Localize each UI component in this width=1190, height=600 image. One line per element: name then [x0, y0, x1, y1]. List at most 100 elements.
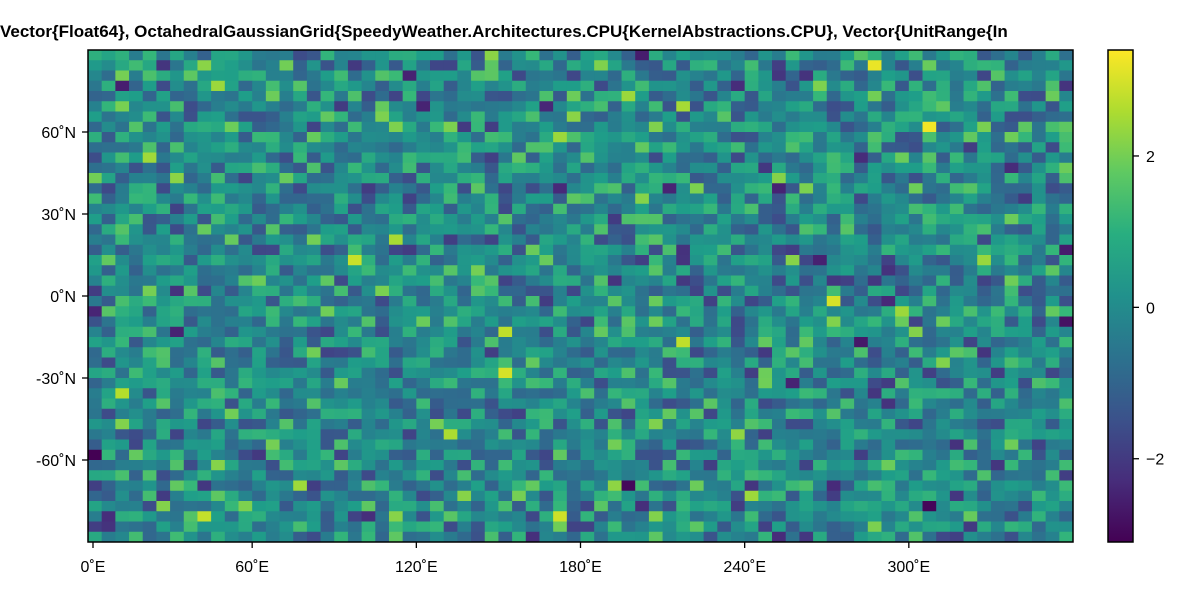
heatmap-cell — [443, 60, 458, 71]
heatmap-cell — [471, 285, 486, 297]
heatmap-cell — [1004, 224, 1019, 235]
heatmap-cell — [867, 183, 882, 194]
heatmap-cell — [1018, 521, 1033, 533]
heatmap-cell — [1031, 203, 1047, 215]
heatmap-cell — [717, 480, 732, 492]
heatmap-cell — [881, 255, 896, 266]
heatmap-cell — [539, 60, 554, 71]
heatmap-cell — [922, 531, 937, 543]
heatmap-cell — [88, 337, 103, 348]
heatmap-cell — [539, 511, 554, 522]
heatmap-cell — [347, 326, 363, 338]
heatmap-cell — [361, 173, 376, 184]
heatmap-cell — [717, 326, 732, 338]
heatmap-cell — [854, 429, 869, 440]
heatmap-cell — [1045, 285, 1060, 297]
heatmap-cell — [594, 50, 609, 61]
heatmap-cell — [170, 101, 185, 112]
heatmap-cell — [388, 511, 404, 522]
heatmap-cell — [457, 183, 472, 194]
heatmap-cell — [1031, 347, 1047, 358]
heatmap-cell — [977, 408, 992, 420]
heatmap-cell — [908, 439, 924, 451]
heatmap-cell — [758, 367, 773, 379]
heatmap-cell — [703, 234, 718, 246]
heatmap-cell — [553, 378, 568, 389]
heatmap-cell — [1045, 111, 1060, 123]
heatmap-cell — [156, 501, 171, 512]
heatmap-cell — [553, 449, 568, 461]
heatmap-cell — [265, 70, 281, 82]
heatmap-cell — [881, 511, 896, 522]
heatmap-cell — [676, 357, 691, 369]
heatmap-cell — [115, 449, 130, 461]
heatmap-cell — [580, 70, 595, 82]
heatmap-cell — [840, 388, 855, 399]
heatmap-cell — [553, 224, 568, 235]
heatmap-cell — [854, 439, 869, 451]
heatmap-cell — [635, 132, 650, 143]
heatmap-cell — [826, 91, 841, 102]
heatmap-cell — [347, 91, 363, 102]
heatmap-cell — [484, 234, 499, 246]
heatmap-cell — [607, 132, 623, 143]
heatmap-cell — [457, 193, 472, 205]
heatmap-cell — [703, 183, 718, 194]
heatmap-cell — [990, 132, 1006, 143]
heatmap-cell — [361, 378, 376, 389]
heatmap-cell — [265, 367, 281, 379]
heatmap-cell — [539, 326, 554, 338]
heatmap-cell — [676, 347, 691, 358]
heatmap-cell — [142, 347, 157, 358]
heatmap-cell — [1045, 193, 1060, 205]
heatmap-cell — [703, 244, 718, 256]
heatmap-cell — [662, 490, 677, 502]
heatmap-cell — [279, 255, 294, 266]
heatmap-cell — [512, 285, 527, 297]
heatmap-cell — [306, 439, 322, 451]
heatmap-cell — [854, 306, 869, 317]
heatmap-cell — [170, 408, 185, 420]
heatmap-cell — [648, 511, 664, 522]
heatmap-cell — [963, 357, 978, 369]
heatmap-cell — [1059, 214, 1074, 225]
heatmap-cell — [211, 275, 226, 287]
heatmap-cell — [963, 521, 978, 533]
heatmap-cell — [895, 183, 910, 194]
heatmap-cell — [279, 70, 294, 82]
heatmap-cell — [813, 265, 828, 276]
colorbar-tick-label: 2 — [1146, 149, 1155, 166]
heatmap-cell — [607, 111, 623, 123]
heatmap-cell — [252, 101, 267, 112]
y-tick-label: 0˚N — [50, 289, 76, 306]
heatmap-cell — [730, 91, 746, 102]
heatmap-cell — [1004, 429, 1019, 440]
heatmap-cell — [895, 173, 910, 184]
heatmap-cell — [908, 173, 924, 184]
heatmap-cell — [799, 347, 814, 358]
heatmap-cell — [375, 408, 390, 420]
heatmap-cell — [224, 152, 239, 164]
heatmap-cell — [566, 234, 581, 246]
heatmap-cell — [525, 306, 540, 317]
heatmap-cell — [840, 275, 855, 287]
heatmap-cell — [867, 398, 882, 410]
heatmap-cell — [990, 439, 1006, 451]
heatmap-cell — [895, 521, 910, 533]
heatmap-cell — [430, 234, 445, 246]
heatmap-cell — [512, 347, 527, 358]
heatmap-cell — [293, 521, 308, 533]
heatmap-cell — [730, 132, 746, 143]
heatmap-cell — [334, 460, 349, 471]
heatmap-cell — [936, 244, 951, 256]
heatmap-cell — [388, 265, 404, 276]
heatmap-cell — [936, 367, 951, 379]
heatmap-cell — [334, 214, 349, 225]
heatmap-cell — [676, 70, 691, 82]
heatmap-cell — [88, 121, 103, 133]
heatmap-cell — [949, 142, 965, 153]
heatmap-cell — [224, 357, 239, 369]
heatmap-cell — [580, 501, 595, 512]
heatmap-cell — [977, 316, 992, 328]
heatmap-cell — [922, 91, 937, 102]
